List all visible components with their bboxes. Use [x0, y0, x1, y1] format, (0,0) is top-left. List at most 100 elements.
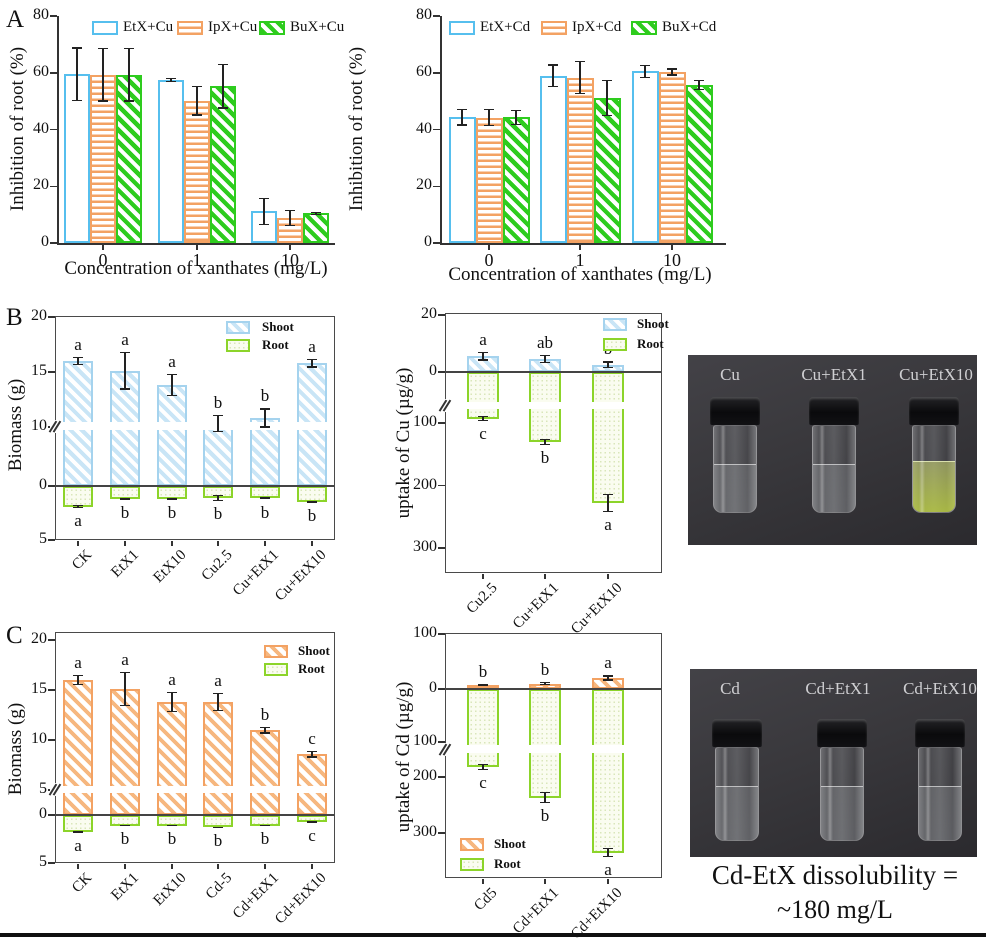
error-bar-line	[311, 358, 313, 368]
y-tick-label: 20	[33, 176, 49, 194]
zero-line	[445, 688, 662, 690]
y-tick-label: 0	[41, 233, 49, 250]
error-bar-line	[607, 848, 609, 858]
error-bar-cap	[213, 693, 223, 695]
y-tick-label: 10	[31, 730, 47, 747]
vial-body	[715, 747, 759, 841]
significance-letter: a	[168, 352, 176, 372]
error-bar-line	[544, 438, 546, 445]
error-bar-cap	[73, 683, 83, 685]
y-tick-label: 40	[33, 119, 49, 137]
error-bar-cap	[285, 224, 295, 226]
x-tick	[607, 879, 609, 884]
axis-break-icon	[48, 419, 61, 433]
y-tick	[48, 371, 55, 373]
error-bar	[259, 197, 269, 225]
x-tick	[77, 864, 79, 869]
vial-shine	[720, 426, 727, 512]
error-bar-cap	[120, 352, 130, 354]
zero-line	[55, 485, 335, 487]
error-bar	[285, 210, 295, 226]
vial-liquid	[716, 785, 758, 840]
vial-shine	[819, 426, 826, 512]
error-bar	[307, 820, 317, 823]
vial-liquid	[714, 463, 756, 512]
error-bar-line	[607, 675, 609, 681]
category-label: Cd+EtX1	[510, 885, 563, 938]
legend-label-EtX+Cd: EtX+Cd	[480, 19, 531, 35]
error-bar-cap	[307, 750, 317, 752]
error-bar-cap	[478, 684, 488, 687]
x-tick	[102, 245, 104, 250]
y-tick	[433, 15, 440, 17]
error-bar-cap	[540, 681, 550, 684]
vial-shine	[925, 748, 932, 840]
error-bar-cap	[540, 362, 550, 364]
y-tick-label: 200	[413, 475, 437, 493]
error-bar-cap	[575, 92, 585, 95]
y-tick	[438, 741, 445, 743]
error-bar	[603, 361, 613, 369]
error-bar	[478, 763, 488, 771]
error-bar	[603, 848, 613, 858]
error-bar-cap	[575, 61, 585, 63]
error-bar-cap	[307, 821, 317, 823]
error-bar-line	[102, 47, 104, 102]
bar-IpX+Cu	[277, 218, 303, 243]
error-bar-cap	[548, 64, 558, 66]
bar-EtX+Cu	[158, 79, 184, 243]
error-bar-cap	[540, 443, 550, 445]
vial-cd-etx1	[814, 719, 870, 841]
significance-letter: a	[604, 860, 612, 880]
error-bar	[260, 726, 270, 734]
y-tick	[438, 688, 445, 690]
error-bar-line	[264, 408, 266, 428]
error-bar	[213, 494, 223, 502]
bar-BuX+Cd	[502, 117, 530, 243]
x-tick	[217, 864, 219, 869]
y-tick	[50, 242, 57, 244]
vial-cap	[809, 397, 859, 425]
error-bar	[98, 47, 108, 102]
legend-swatch-EtX+Cu	[92, 21, 118, 35]
vial-cd	[709, 719, 765, 841]
x-tick	[482, 879, 484, 884]
error-bar-cap	[307, 358, 317, 361]
error-bar-line	[544, 354, 546, 364]
error-bar	[511, 109, 521, 125]
x-tick-label: 1	[192, 250, 202, 270]
error-bar-cap	[694, 89, 704, 91]
error-bar-cap	[120, 704, 130, 706]
x-tick	[579, 245, 581, 250]
vial-label-cd: Cd	[720, 679, 740, 698]
error-bar	[167, 824, 177, 827]
error-bar-cap	[667, 74, 677, 76]
error-bar-cap	[603, 679, 613, 681]
error-bar	[120, 352, 130, 390]
axis-label-uptake-cd: uptake of Cd (µg/g)	[393, 681, 414, 833]
error-bar	[73, 504, 83, 509]
error-bar-cap	[73, 831, 83, 834]
error-bar-cap	[124, 100, 134, 102]
y-tick-label: 0	[39, 476, 47, 493]
legend-label-Root: Root	[262, 337, 289, 352]
y-tick-label: 300	[413, 823, 437, 840]
significance-letter: b	[167, 829, 177, 849]
error-bar-cap	[484, 124, 494, 127]
legend-swatch-Shoot	[460, 838, 484, 851]
category-label: Cd5	[471, 885, 501, 915]
error-bar-cap	[213, 414, 223, 417]
error-bar-cap	[603, 493, 613, 495]
y-tick-label: 100	[413, 732, 437, 749]
error-bar-cap	[540, 683, 550, 686]
vial-cu-etx1	[806, 397, 862, 513]
error-bar	[640, 64, 650, 79]
error-bar-cap	[218, 107, 228, 109]
error-bar-line	[217, 414, 219, 433]
error-bar-cap	[260, 426, 270, 428]
error-bar-line	[482, 416, 484, 422]
y-tick	[433, 72, 440, 74]
x-tick	[607, 574, 609, 579]
error-bar-line	[217, 693, 219, 711]
error-bar	[120, 497, 130, 501]
